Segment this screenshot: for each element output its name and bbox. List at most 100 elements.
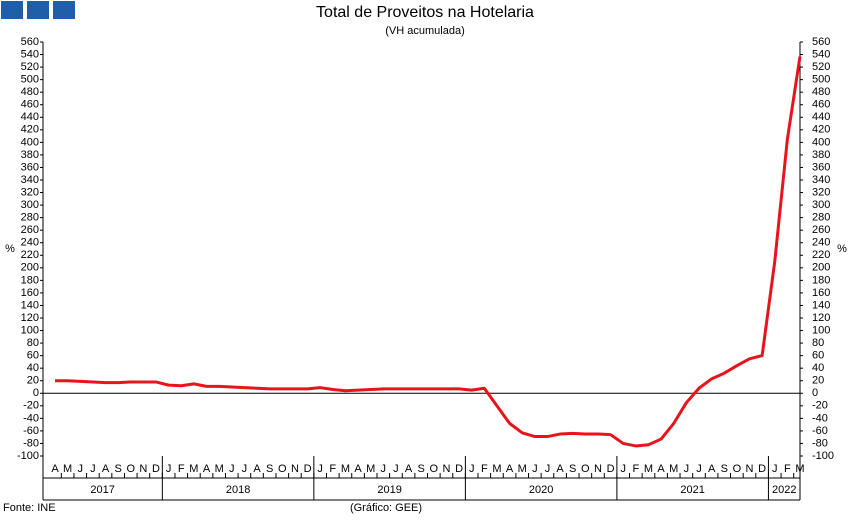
x-tick-label: O xyxy=(581,463,590,475)
x-tick-label: J xyxy=(90,463,96,475)
y2-tick-label: 180 xyxy=(812,274,830,286)
chart-title: Total de Proveitos na Hotelaria xyxy=(316,4,534,21)
logo-square xyxy=(27,1,49,19)
x-group-label: 2019 xyxy=(377,484,401,496)
y2-tick-label: 520 xyxy=(812,61,830,73)
x-tick-label: M xyxy=(492,463,501,475)
x-tick-label: A xyxy=(708,463,716,475)
y-tick-label: 160 xyxy=(21,287,39,299)
x-tick-label: N xyxy=(291,463,299,475)
y-tick-label: -60 xyxy=(23,425,39,437)
y-tick-label: 280 xyxy=(21,212,39,224)
y2-tick-label: 80 xyxy=(812,337,824,349)
chart-subtitle: (VH acumulada) xyxy=(385,25,464,37)
y-tick-label: -100 xyxy=(17,450,39,462)
y2-tick-label: 40 xyxy=(812,362,824,374)
x-tick-label: N xyxy=(594,463,602,475)
y2-tick-label: 500 xyxy=(812,74,830,86)
y2-tick-label: -60 xyxy=(812,425,828,437)
x-tick-label: F xyxy=(784,463,791,475)
y-tick-label: 420 xyxy=(21,124,39,136)
y2-tick-label: 560 xyxy=(812,36,830,48)
x-tick-label: M xyxy=(215,463,224,475)
y2-tick-label: 540 xyxy=(812,48,830,60)
y-tick-label: 40 xyxy=(27,362,39,374)
y-tick-label: 140 xyxy=(21,299,39,311)
x-tick-label: F xyxy=(178,463,185,475)
logo-square xyxy=(1,1,23,19)
y2-tick-label: 380 xyxy=(812,149,830,161)
y-tick-label: 460 xyxy=(21,99,39,111)
x-tick-label: J xyxy=(78,463,84,475)
x-tick-label: J xyxy=(772,463,778,475)
x-tick-label: O xyxy=(126,463,135,475)
y2-tick-label: 160 xyxy=(812,287,830,299)
x-tick-label: M xyxy=(795,463,804,475)
y-tick-label: 120 xyxy=(21,312,39,324)
x-tick-label: F xyxy=(481,463,488,475)
x-tick-label: M xyxy=(518,463,527,475)
y-tick-label: 100 xyxy=(21,324,39,336)
x-tick-label: J xyxy=(242,463,248,475)
y2-tick-label: 120 xyxy=(812,312,830,324)
data-line xyxy=(55,56,802,448)
y-tick-label: 560 xyxy=(21,36,39,48)
y2-tick-label: 20 xyxy=(812,375,824,387)
y-tick-label: 20 xyxy=(27,375,39,387)
y-tick-label: 300 xyxy=(21,199,39,211)
x-tick-label: A xyxy=(354,463,362,475)
x-group-label: 2020 xyxy=(529,484,553,496)
y2-tick-label: 420 xyxy=(812,124,830,136)
x-tick-label: J xyxy=(684,463,690,475)
x-tick-label: A xyxy=(203,463,211,475)
x-tick-label: S xyxy=(721,463,728,475)
x-tick-label: A xyxy=(506,463,514,475)
x-tick-label: J xyxy=(393,463,399,475)
y-tick-label: 400 xyxy=(21,136,39,148)
x-group-label: 2017 xyxy=(90,484,114,496)
logo-square xyxy=(53,1,75,19)
y-tick-label: 180 xyxy=(21,274,39,286)
y2-tick-label: 200 xyxy=(812,262,830,274)
y2-tick-label: 440 xyxy=(812,111,830,123)
x-group-label: 2018 xyxy=(226,484,250,496)
x-tick-label: A xyxy=(102,463,110,475)
x-tick-label: N xyxy=(139,463,147,475)
y2-tick-label: -80 xyxy=(812,437,828,449)
y-tick-label: 500 xyxy=(21,74,39,86)
x-tick-label: A xyxy=(253,463,261,475)
y2-tick-label: 260 xyxy=(812,224,830,236)
x-tick-label: J xyxy=(545,463,551,475)
x-tick-label: O xyxy=(278,463,287,475)
y2-axis-title: % xyxy=(837,243,847,255)
x-tick-label: J xyxy=(166,463,172,475)
y2-tick-label: -20 xyxy=(812,400,828,412)
y2-tick-label: 340 xyxy=(812,174,830,186)
y-tick-label: 380 xyxy=(21,149,39,161)
y2-tick-label: 140 xyxy=(812,299,830,311)
x-tick-label: S xyxy=(418,463,425,475)
y-tick-label: 480 xyxy=(21,86,39,98)
y2-tick-label: 300 xyxy=(812,199,830,211)
x-tick-label: J xyxy=(620,463,626,475)
x-tick-label: J xyxy=(229,463,235,475)
y-tick-label: 220 xyxy=(21,249,39,261)
x-tick-label: J xyxy=(696,463,702,475)
source: Fonte: INE xyxy=(3,502,56,514)
x-tick-label: J xyxy=(381,463,387,475)
x-tick-label: D xyxy=(758,463,766,475)
x-tick-label: O xyxy=(733,463,742,475)
x-tick-label: M xyxy=(341,463,350,475)
y2-tick-label: 360 xyxy=(812,161,830,173)
x-tick-label: D xyxy=(304,463,312,475)
x-tick-label: S xyxy=(266,463,273,475)
x-tick-label: F xyxy=(329,463,336,475)
x-tick-label: S xyxy=(114,463,121,475)
y2-tick-label: -40 xyxy=(812,412,828,424)
y-tick-label: 360 xyxy=(21,161,39,173)
x-tick-label: O xyxy=(430,463,439,475)
y-tick-label: -40 xyxy=(23,412,39,424)
y2-tick-label: 460 xyxy=(812,99,830,111)
